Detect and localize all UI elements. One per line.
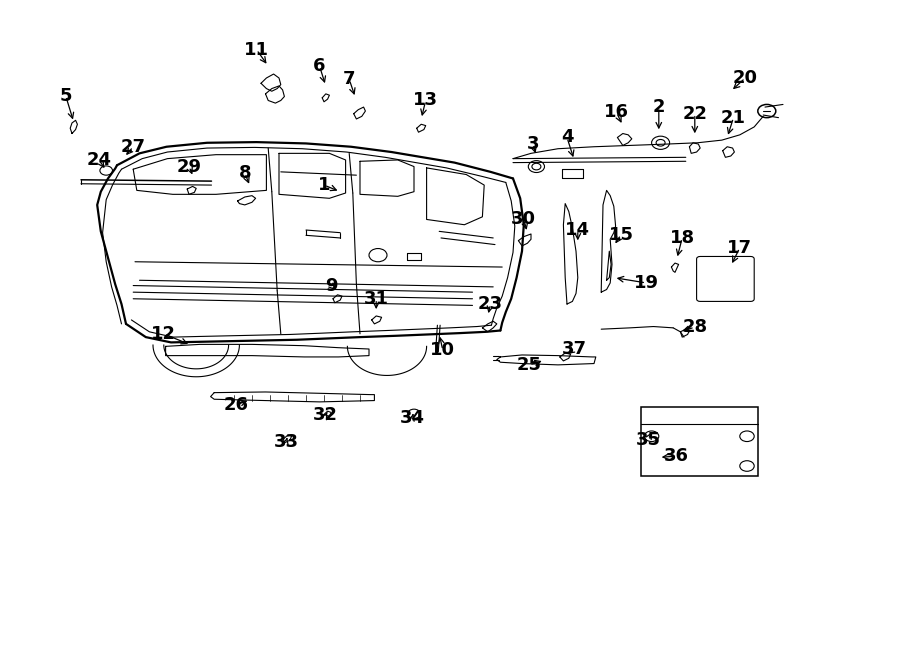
Text: 35: 35 (635, 430, 661, 449)
Text: 36: 36 (664, 447, 689, 465)
Text: 17: 17 (727, 239, 752, 257)
Text: 13: 13 (413, 91, 438, 110)
Text: 9: 9 (325, 276, 338, 295)
Text: 20: 20 (733, 69, 758, 87)
Text: 14: 14 (565, 221, 590, 239)
Text: 12: 12 (151, 325, 176, 343)
Text: 32: 32 (313, 406, 338, 424)
Text: 15: 15 (608, 225, 634, 244)
Text: 19: 19 (634, 274, 659, 292)
Text: 16: 16 (604, 103, 629, 122)
Text: 31: 31 (364, 290, 389, 308)
Text: 28: 28 (682, 318, 707, 336)
Text: 22: 22 (682, 104, 707, 123)
Bar (641, 407, 758, 476)
Text: 29: 29 (176, 157, 202, 176)
Text: 11: 11 (244, 40, 269, 59)
Text: 1: 1 (318, 176, 330, 194)
Text: 24: 24 (86, 151, 112, 169)
Text: 2: 2 (652, 98, 665, 116)
Text: 21: 21 (721, 108, 746, 127)
Text: 23: 23 (478, 295, 503, 313)
Text: 33: 33 (274, 432, 299, 451)
Text: 37: 37 (562, 340, 587, 358)
Text: 18: 18 (670, 229, 695, 247)
Text: 7: 7 (343, 70, 356, 89)
Text: 27: 27 (121, 137, 146, 156)
Text: 34: 34 (400, 408, 425, 427)
Text: 6: 6 (313, 57, 326, 75)
Text: 10: 10 (430, 341, 455, 360)
Text: 30: 30 (511, 210, 536, 229)
Text: 26: 26 (223, 395, 248, 414)
Text: 5: 5 (59, 87, 72, 105)
Text: 4: 4 (561, 128, 573, 147)
Text: 25: 25 (517, 356, 542, 374)
Text: 3: 3 (526, 135, 539, 153)
Text: 8: 8 (238, 164, 251, 182)
